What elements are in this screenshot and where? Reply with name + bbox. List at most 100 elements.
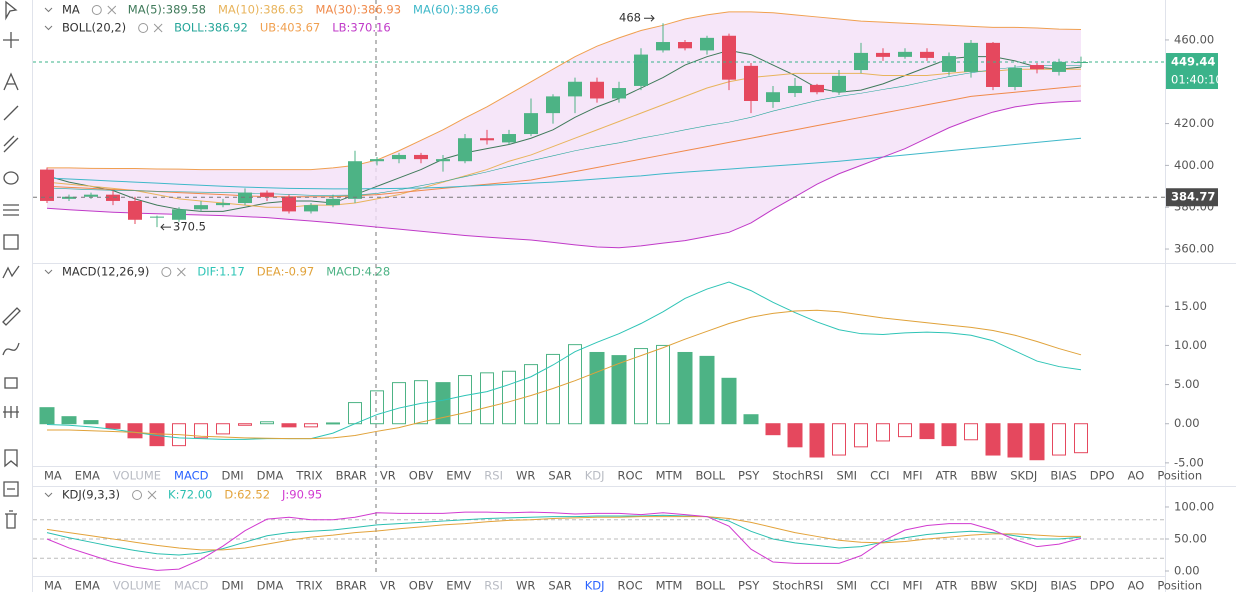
wave-tool[interactable] [2, 265, 20, 279]
y-tick-label: 5.00 [1174, 377, 1200, 391]
indicator-tab[interactable]: ROC [618, 579, 643, 592]
visibility-toggle[interactable] [91, 5, 102, 15]
indicator-tab[interactable]: VOLUME [113, 469, 161, 483]
indicator-tab[interactable]: SAR [548, 469, 571, 483]
macd-bar [546, 353, 560, 425]
indicator-tab[interactable]: AO [1128, 579, 1145, 592]
indicator-tab[interactable]: MA [44, 469, 62, 483]
lock-tool[interactable] [4, 377, 18, 389]
indicator-tab[interactable]: DMA [257, 579, 284, 592]
indicator-tab[interactable]: ATR [935, 579, 957, 592]
ruler-tool[interactable] [2, 307, 21, 326]
indicator-tab[interactable]: EMA [75, 579, 100, 592]
indicator-tab[interactable]: DMI [222, 579, 244, 592]
indicator-tab[interactable]: EMV [446, 579, 471, 592]
channel-tool[interactable] [3, 135, 19, 153]
indicator-tab[interactable]: KDJ [585, 469, 605, 483]
indicator-tab[interactable]: ATR [935, 469, 957, 483]
indicator-tab[interactable]: TRIX [295, 469, 322, 483]
macd-bar [1074, 423, 1088, 454]
indicator-tab[interactable]: CCI [870, 469, 889, 483]
indicator-tab[interactable]: DMI [222, 469, 244, 483]
remove-indicator[interactable] [147, 490, 157, 500]
trend-line-tool[interactable] [3, 105, 19, 121]
indicator-tab[interactable]: MTM [656, 579, 683, 592]
indicator-tab[interactable]: MFI [903, 469, 923, 483]
brush-tool[interactable] [2, 342, 20, 356]
indicator-tab[interactable]: ROC [618, 469, 643, 483]
indicator-tab[interactable]: MA [44, 579, 62, 592]
indicator-tab[interactable]: OBV [409, 469, 434, 483]
indicator-tab[interactable]: BBW [970, 469, 997, 483]
bookmark-tool[interactable] [4, 449, 18, 468]
indicator-tab[interactable]: SKDJ [1010, 469, 1037, 483]
indicator-tab[interactable]: BOLL [695, 469, 725, 483]
text-tool[interactable] [3, 72, 19, 91]
indicator-tab[interactable]: DPO [1090, 579, 1115, 592]
collapse-toggle[interactable] [44, 492, 53, 498]
indicator-tab[interactable]: RSI [484, 579, 503, 592]
indicator-tab[interactable]: OBV [409, 579, 434, 592]
macd-bar [216, 423, 230, 435]
indicator-tab[interactable]: SKDJ [1010, 579, 1037, 592]
macd-bar [458, 375, 472, 425]
indicator-tab[interactable]: PSY [738, 469, 760, 483]
indicator-tab[interactable]: CCI [870, 579, 889, 592]
legend-entry: MA(30):386.93 [316, 3, 402, 17]
indicator-tab[interactable]: RSI [484, 469, 503, 483]
pattern-tool[interactable] [3, 234, 19, 250]
indicator-tab[interactable]: BBW [970, 579, 997, 592]
collapse-toggle[interactable] [44, 269, 53, 275]
indicator-tab[interactable]: BIAS [1050, 579, 1076, 592]
y-tick-label: 420.00 [1174, 116, 1214, 130]
indicator-tab[interactable]: EMV [446, 469, 471, 483]
indicator-tab[interactable]: MACD [174, 469, 209, 483]
collapse-toggle[interactable] [44, 7, 53, 13]
indicator-tab[interactable]: BOLL [695, 579, 725, 592]
fib-tool[interactable] [3, 204, 19, 216]
indicator-tab[interactable]: Position [1157, 579, 1202, 592]
visibility-toggle[interactable] [138, 23, 149, 33]
visibility-toggle[interactable] [132, 490, 143, 500]
indicator-tab[interactable]: TRIX [295, 579, 322, 592]
indicator-tab[interactable]: Position [1157, 469, 1202, 483]
delete-tool[interactable] [5, 510, 17, 529]
indicator-tab[interactable]: SMI [836, 579, 857, 592]
indicator-tab[interactable]: SMI [836, 469, 857, 483]
indicator-tab[interactable]: PSY [738, 579, 760, 592]
indicator-tab[interactable]: SAR [548, 579, 571, 592]
indicator-tab[interactable]: StochRSI [772, 579, 823, 592]
remove-indicator[interactable] [153, 23, 163, 33]
indicator-tab[interactable]: DPO [1090, 469, 1115, 483]
cursor-tool[interactable] [5, 0, 18, 21]
shape-tool[interactable] [3, 171, 19, 185]
indicator-tab[interactable]: MTM [656, 469, 683, 483]
indicator-tab[interactable]: WR [516, 469, 535, 483]
settings-tool[interactable] [3, 481, 19, 497]
remove-indicator[interactable] [176, 267, 186, 277]
indicator-tab[interactable]: MACD [174, 579, 209, 592]
hide-tool[interactable] [3, 406, 19, 418]
visibility-toggle[interactable] [161, 267, 172, 277]
indicator-tab[interactable]: KDJ [585, 579, 605, 592]
indicator-tab[interactable]: VOLUME [113, 579, 161, 592]
indicator-tab[interactable]: VR [380, 469, 396, 483]
indicator-tab[interactable]: AO [1128, 469, 1145, 483]
indicator-tab[interactable]: DMA [257, 469, 284, 483]
candle-body [964, 42, 978, 72]
candle-body [1030, 65, 1044, 70]
indicator-tab[interactable]: BRAR [336, 579, 367, 592]
candle-body [634, 54, 648, 86]
indicator-tab[interactable]: WR [516, 579, 535, 592]
indicator-tab[interactable]: EMA [75, 469, 100, 483]
macd-bar [898, 423, 912, 438]
remove-indicator[interactable] [107, 5, 117, 15]
collapse-toggle[interactable] [44, 25, 53, 31]
legend-entry: BOLL:386.92 [174, 21, 248, 35]
indicator-tab[interactable]: BRAR [336, 469, 367, 483]
indicator-tab[interactable]: BIAS [1050, 469, 1076, 483]
indicator-tab[interactable]: StochRSI [772, 469, 823, 483]
crosshair-tool[interactable] [3, 32, 19, 48]
indicator-tab[interactable]: VR [380, 579, 396, 592]
indicator-tab[interactable]: MFI [903, 579, 923, 592]
